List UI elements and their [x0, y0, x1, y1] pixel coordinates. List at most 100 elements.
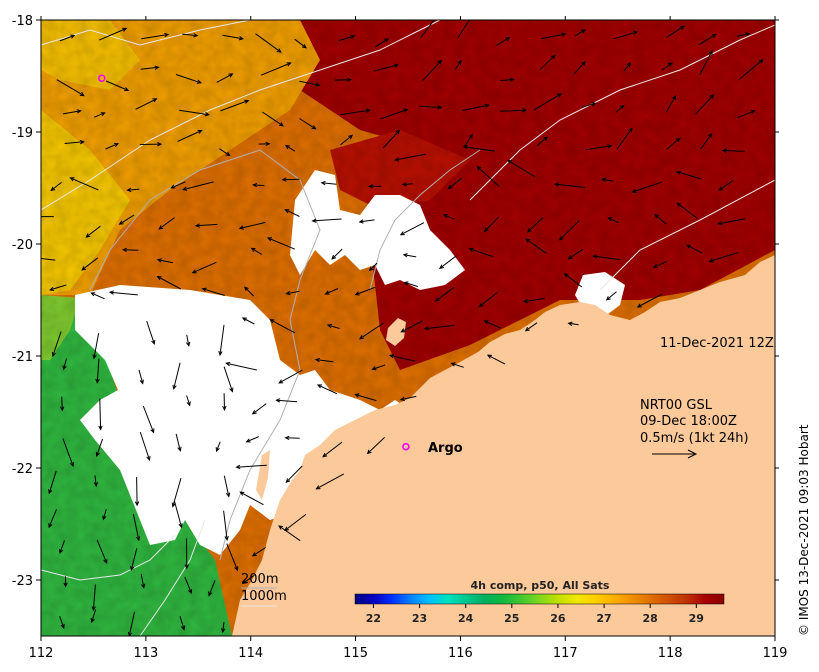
- current-vector: [258, 141, 271, 147]
- vector-scale-label: 0.5m/s (1kt 24h): [640, 431, 749, 446]
- current-vector: [478, 291, 498, 308]
- current-vector: [98, 398, 103, 431]
- isobath-200m-b: [369, 149, 481, 291]
- current-vector: [331, 248, 343, 260]
- current-vector: [105, 143, 120, 150]
- current-vector: [91, 584, 96, 612]
- current-vector: [533, 93, 562, 111]
- isobath-1000m-c: [469, 24, 775, 201]
- lon-tick-label: 112: [29, 646, 54, 661]
- current-vector: [172, 362, 181, 390]
- current-vector: [262, 111, 284, 127]
- current-vector: [186, 395, 191, 407]
- isobath-1000m-label: 1000m: [241, 589, 287, 604]
- current-vector: [666, 25, 685, 38]
- current-vector: [573, 61, 586, 75]
- current-vector: [140, 65, 160, 70]
- colorbar: 4h comp, p50, All Sats 22 23 24 25 26 27 28 29: [354, 579, 725, 625]
- current-vector: [62, 109, 82, 115]
- credit-text: © IMOS 13-Dec-2021 09:03 Hobart: [797, 424, 811, 636]
- current-vector: [368, 262, 378, 272]
- current-vector: [285, 290, 300, 296]
- argo-float-marker: [98, 74, 106, 83]
- current-vector: [132, 513, 141, 542]
- current-vector: [685, 244, 703, 254]
- current-vector: [399, 395, 417, 402]
- lon-tick-label: 119: [763, 646, 788, 661]
- current-vector: [708, 252, 739, 263]
- current-vector: [284, 435, 300, 441]
- current-vector: [322, 441, 343, 458]
- current-vector: [139, 431, 151, 461]
- current-vector: [59, 540, 65, 554]
- current-vector: [717, 218, 746, 226]
- current-vector: [95, 358, 100, 384]
- lat-tick-label: -19: [12, 126, 33, 141]
- current-vector: [311, 218, 342, 223]
- land-mainland: [232, 255, 775, 636]
- current-vector: [281, 177, 300, 182]
- current-vector: [525, 238, 547, 254]
- current-vector: [654, 213, 667, 225]
- current-vector: [558, 220, 580, 241]
- current-vector: [676, 202, 698, 219]
- current-vector: [284, 209, 300, 217]
- current-vector: [375, 38, 390, 48]
- lon-tick-label: 114: [238, 646, 263, 661]
- current-vector: [59, 396, 65, 412]
- current-vector: [90, 609, 97, 624]
- current-vector: [194, 223, 218, 228]
- current-vector: [450, 362, 464, 368]
- current-vector: [373, 63, 400, 72]
- current-vector: [400, 320, 423, 333]
- current-vector: [62, 438, 74, 468]
- current-vector: [251, 547, 266, 557]
- current-vector: [218, 324, 225, 357]
- current-vector: [536, 136, 548, 147]
- current-vector: [220, 99, 250, 112]
- current-vector: [95, 438, 103, 457]
- current-vector: [278, 369, 303, 384]
- current-vector: [539, 54, 556, 71]
- current-vector: [354, 286, 376, 296]
- current-vector: [243, 286, 254, 297]
- current-vector: [636, 293, 663, 308]
- current-vector: [130, 548, 138, 571]
- current-vector: [90, 292, 105, 300]
- current-vector: [421, 59, 443, 82]
- colorbar-tick-label: 25: [504, 612, 519, 625]
- current-vector: [316, 384, 338, 395]
- current-vector: [235, 464, 267, 470]
- current-vector: [261, 62, 292, 76]
- colorbar-tick-label: 28: [643, 612, 658, 625]
- current-vector: [85, 225, 101, 238]
- argo-label: Argo: [428, 441, 463, 456]
- isobath-1000m: [41, 20, 441, 211]
- current-vector: [354, 393, 377, 402]
- current-vector: [105, 80, 130, 92]
- current-vector: [368, 184, 382, 189]
- current-vector: [241, 574, 255, 584]
- current-vector: [219, 148, 231, 157]
- current-vector: [238, 221, 266, 230]
- current-vector: [463, 133, 473, 148]
- lat-tick-label: -18: [12, 14, 33, 29]
- current-vector: [631, 181, 662, 193]
- current-vector: [222, 393, 227, 411]
- colorbar-tick-label: 22: [366, 612, 381, 625]
- current-vector: [553, 182, 585, 188]
- current-vector: [700, 132, 713, 150]
- current-vector: [574, 29, 587, 37]
- map-frame: [40, 19, 776, 637]
- current-vector: [358, 219, 375, 224]
- current-vector: [223, 510, 229, 542]
- current-vector: [320, 180, 337, 186]
- current-vector: [156, 258, 174, 264]
- current-vector: [524, 322, 538, 332]
- current-vector: [541, 32, 567, 40]
- current-vector: [299, 118, 317, 130]
- longitude-axis: 112 113 114 115 116 117 118 119: [29, 16, 788, 661]
- lon-tick-label: 118: [658, 646, 683, 661]
- current-vector: [108, 290, 138, 296]
- current-vector: [138, 369, 144, 385]
